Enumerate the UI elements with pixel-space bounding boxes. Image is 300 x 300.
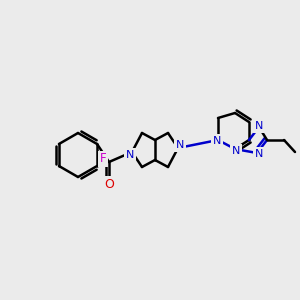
Text: N: N xyxy=(126,150,134,160)
Text: N: N xyxy=(213,136,221,146)
Text: N: N xyxy=(232,146,240,156)
Text: N: N xyxy=(255,149,263,159)
Text: N: N xyxy=(255,121,263,131)
Text: N: N xyxy=(176,140,184,150)
Text: O: O xyxy=(104,178,114,190)
Text: F: F xyxy=(100,152,106,166)
